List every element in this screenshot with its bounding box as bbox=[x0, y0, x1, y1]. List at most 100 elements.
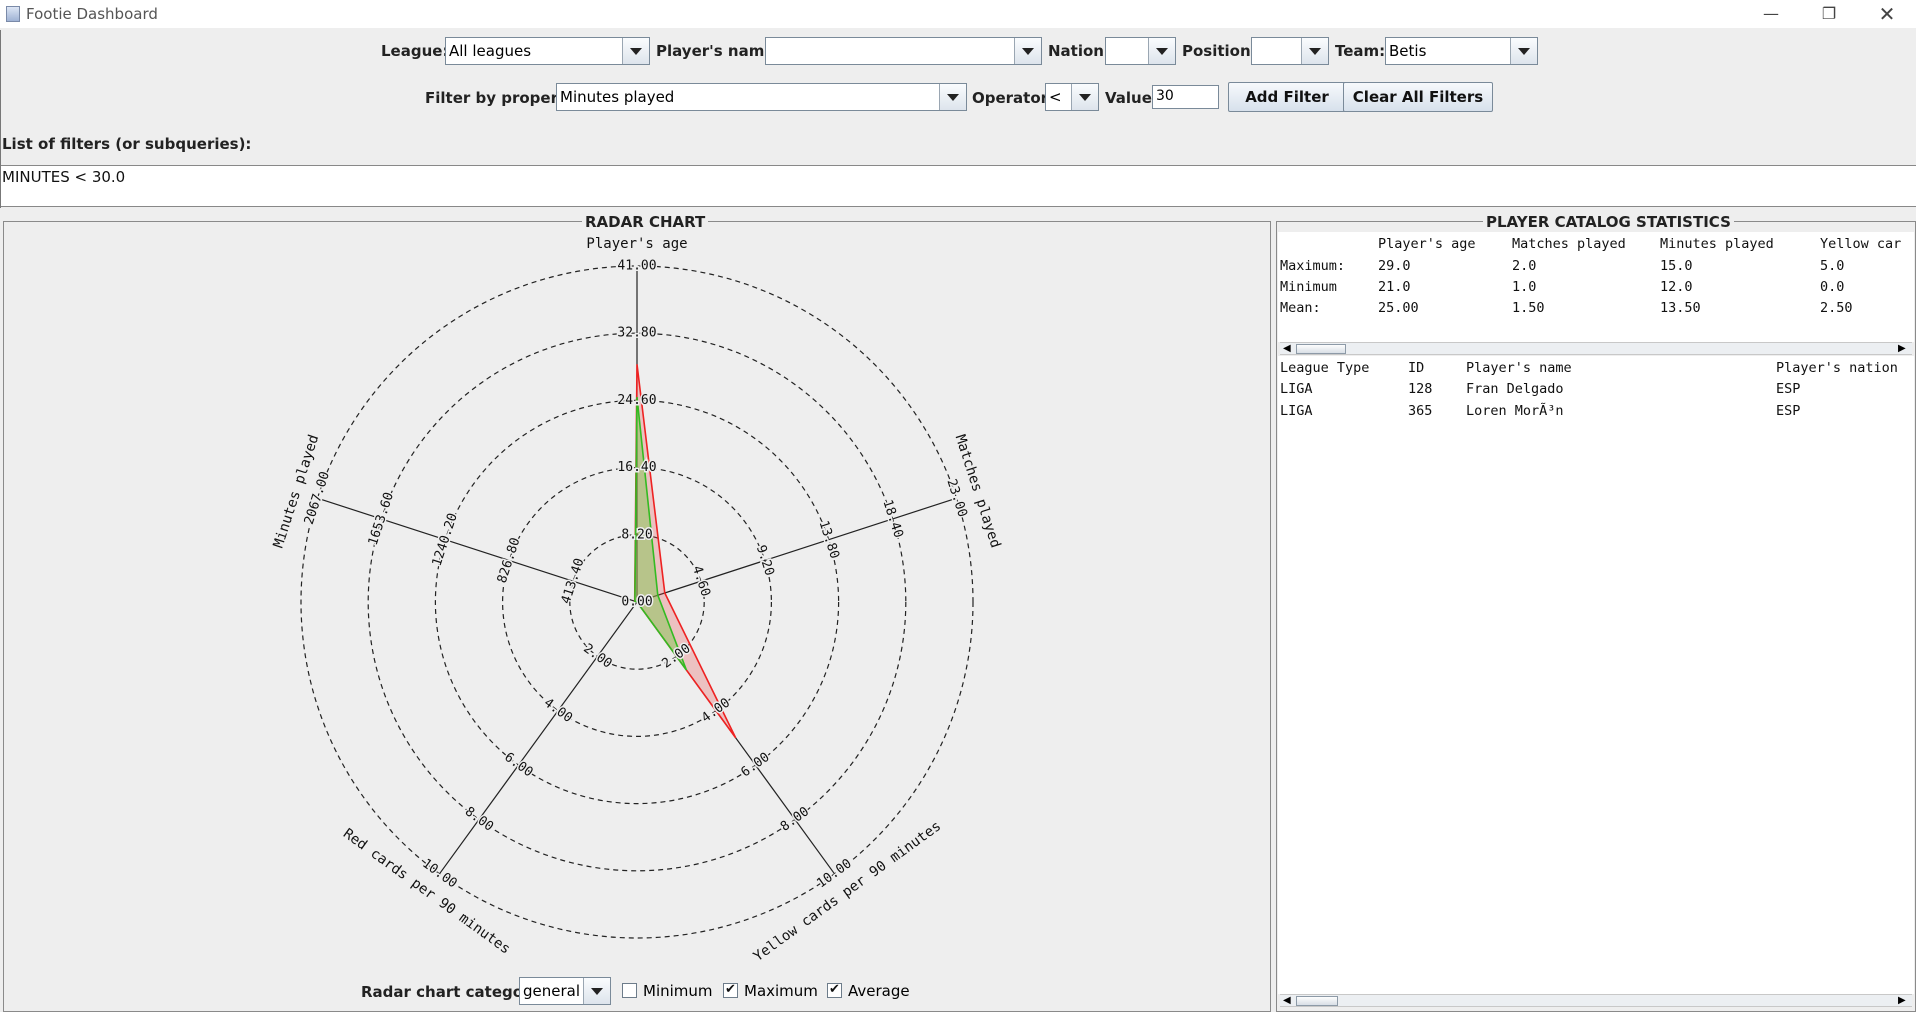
tick-label: 2.00 bbox=[580, 641, 614, 672]
filter-list-label: List of filters (or subqueries): bbox=[2, 135, 252, 153]
minimum-checkbox[interactable] bbox=[622, 983, 637, 998]
table-cell: 25.00 bbox=[1378, 300, 1419, 316]
table-row[interactable]: Maximum: 29.0 2.0 15.0 5.0 bbox=[1278, 258, 1914, 278]
players-scrollbar[interactable]: ◀ ▶ bbox=[1280, 994, 1912, 1007]
app-icon bbox=[6, 6, 20, 22]
league-value: All leagues bbox=[449, 42, 532, 60]
table-row[interactable]: Minimum 21.0 1.0 12.0 0.0 bbox=[1278, 279, 1914, 299]
team-combo[interactable]: Betis bbox=[1385, 37, 1538, 65]
chevron-down-icon[interactable] bbox=[583, 978, 610, 1004]
table-cell: 13.50 bbox=[1660, 300, 1701, 316]
table-cell: 5.0 bbox=[1820, 258, 1845, 274]
tick-label: 4.60 bbox=[689, 564, 713, 598]
maximum-label: Maximum bbox=[744, 982, 818, 1000]
tick-label: 18.40 bbox=[879, 498, 905, 540]
position-combo[interactable] bbox=[1251, 37, 1329, 65]
filter-list[interactable]: MINUTES < 30.0 bbox=[0, 165, 1916, 207]
column-header: League Type bbox=[1280, 360, 1370, 376]
add-filter-button[interactable]: Add Filter bbox=[1228, 82, 1346, 112]
table-cell: 2.50 bbox=[1820, 300, 1853, 316]
minimize-icon[interactable]: — bbox=[1763, 4, 1779, 23]
tick-label: 1240.20 bbox=[430, 511, 461, 568]
table-cell: Mean: bbox=[1280, 300, 1321, 316]
property-combo[interactable]: Minutes played bbox=[556, 83, 967, 111]
table-cell: 365 bbox=[1408, 403, 1433, 419]
team-value: Betis bbox=[1389, 42, 1427, 60]
column-header: Player's nation bbox=[1776, 360, 1898, 376]
tick-label: 8.00 bbox=[462, 804, 496, 835]
table-cell: 0.0 bbox=[1820, 279, 1845, 295]
chevron-down-icon[interactable] bbox=[1510, 38, 1537, 64]
table-cell: ESP bbox=[1776, 381, 1801, 397]
table-row[interactable]: LIGA 365 Loren MorÃ³n ESP bbox=[1278, 403, 1914, 423]
property-value: Minutes played bbox=[560, 88, 675, 106]
operator-label: Operator: bbox=[972, 89, 1055, 107]
series-average-polygon bbox=[634, 397, 688, 671]
restore-icon[interactable]: ❐ bbox=[1821, 4, 1837, 23]
table-cell: LIGA bbox=[1280, 403, 1313, 419]
list-item[interactable]: MINUTES < 30.0 bbox=[2, 168, 126, 186]
scroll-left-icon[interactable]: ◀ bbox=[1283, 995, 1291, 1006]
table-row[interactable]: LIGA 128 Fran Delgado ESP bbox=[1278, 381, 1914, 401]
axis-label: Player's age bbox=[586, 236, 687, 252]
chevron-down-icon[interactable] bbox=[1014, 38, 1041, 64]
scroll-left-icon[interactable]: ◀ bbox=[1283, 343, 1291, 354]
table-cell: Loren MorÃ³n bbox=[1466, 403, 1564, 419]
player-name-combo[interactable] bbox=[765, 37, 1042, 65]
clear-all-filters-button[interactable]: Clear All Filters bbox=[1343, 82, 1493, 112]
radar-category-combo[interactable]: general bbox=[519, 977, 611, 1005]
operator-value: < bbox=[1049, 88, 1062, 106]
tick-label: 826.80 bbox=[495, 536, 524, 585]
tick-label: 13.80 bbox=[816, 519, 842, 561]
tick-label: 1653.60 bbox=[366, 491, 397, 548]
tick-label: 0.00 bbox=[621, 595, 652, 610]
table-cell: Minimum bbox=[1280, 279, 1337, 295]
table-cell: Fran Delgado bbox=[1466, 381, 1564, 397]
tick-label: 6.00 bbox=[738, 750, 772, 781]
scroll-thumb[interactable] bbox=[1296, 344, 1346, 354]
column-header: Yellow car bbox=[1820, 236, 1902, 252]
window-title: Footie Dashboard bbox=[26, 5, 158, 23]
tick-label: 8.20 bbox=[621, 527, 652, 542]
table-cell: ESP bbox=[1776, 403, 1801, 419]
table-cell: 1.50 bbox=[1512, 300, 1545, 316]
tick-label: 41.00 bbox=[617, 259, 656, 274]
tick-label: 16.40 bbox=[617, 460, 656, 475]
column-header: Matches played bbox=[1512, 236, 1626, 252]
chevron-down-icon[interactable] bbox=[1301, 38, 1328, 64]
table-cell: 1.0 bbox=[1512, 279, 1537, 295]
chevron-down-icon[interactable] bbox=[1071, 84, 1098, 110]
radar-chart: 0.00 8.20 16.40 24.60 32.80 41.00 Player's age… bbox=[271, 236, 1004, 965]
tick-label: 24.60 bbox=[617, 393, 656, 408]
chevron-down-icon[interactable] bbox=[622, 38, 649, 64]
players-table[interactable]: League Type ID Player's name Player's natio… bbox=[1278, 356, 1914, 994]
value-input[interactable]: 30 bbox=[1152, 85, 1219, 109]
tick-label: 4.00 bbox=[541, 695, 575, 726]
scroll-thumb[interactable] bbox=[1296, 996, 1338, 1006]
chevron-down-icon[interactable] bbox=[939, 84, 966, 110]
scroll-right-icon[interactable]: ▶ bbox=[1898, 343, 1906, 354]
column-header: Minutes played bbox=[1660, 236, 1774, 252]
tick-label: 23.00 bbox=[943, 477, 969, 519]
league-combo[interactable]: All leagues bbox=[445, 37, 650, 65]
left-edge bbox=[0, 30, 1, 208]
maximum-checkbox[interactable] bbox=[723, 982, 738, 998]
league-label: League: bbox=[381, 42, 449, 60]
statistics-scrollbar[interactable]: ◀ ▶ bbox=[1280, 342, 1912, 355]
operator-combo[interactable]: < bbox=[1045, 83, 1099, 111]
team-label: Team: bbox=[1335, 42, 1386, 60]
close-icon[interactable]: ✕ bbox=[1878, 2, 1896, 26]
axis-spoke bbox=[439, 601, 638, 875]
value-label: Value: bbox=[1105, 89, 1158, 107]
tick-label: 32.80 bbox=[617, 326, 656, 341]
average-checkbox[interactable] bbox=[827, 982, 842, 998]
nation-label: Nation: bbox=[1048, 42, 1110, 60]
table-cell: 29.0 bbox=[1378, 258, 1411, 274]
tick-label: 8.00 bbox=[778, 804, 812, 835]
scroll-right-icon[interactable]: ▶ bbox=[1898, 995, 1906, 1006]
nation-combo[interactable] bbox=[1105, 37, 1176, 65]
chevron-down-icon[interactable] bbox=[1148, 38, 1175, 64]
table-row[interactable]: Mean: 25.00 1.50 13.50 2.50 bbox=[1278, 300, 1914, 320]
statistics-table[interactable]: Player's age Matches played Minutes played… bbox=[1278, 232, 1914, 342]
radar-category-value: general bbox=[523, 982, 581, 1000]
